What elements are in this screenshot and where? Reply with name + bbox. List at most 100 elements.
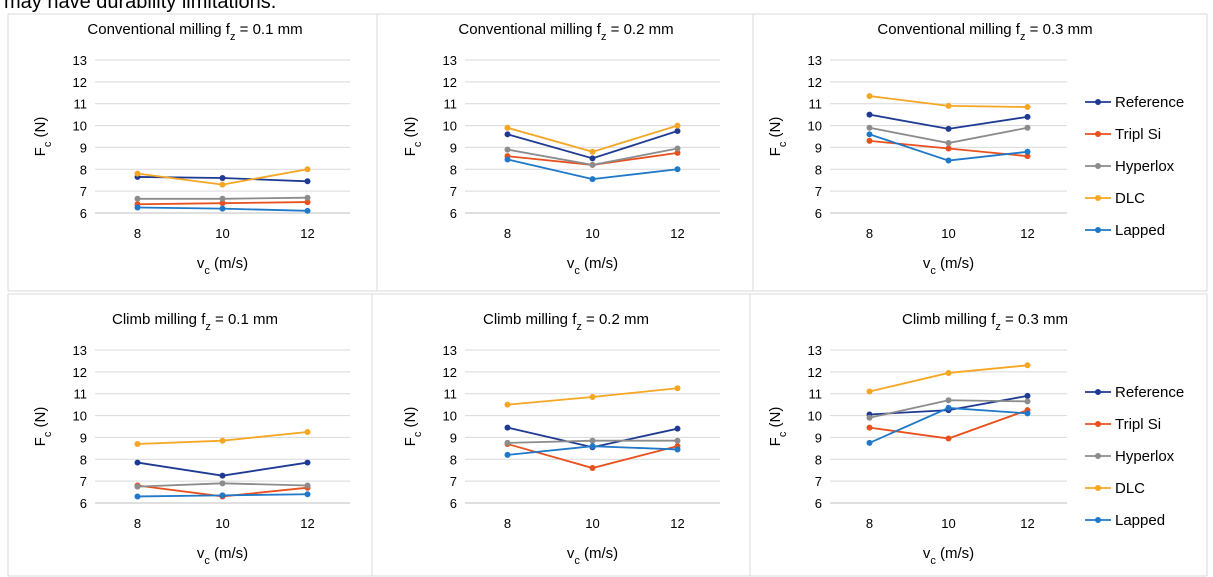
y-axis-label: Fc (N)	[767, 407, 789, 447]
y-tick-label: 9	[450, 140, 457, 155]
y-tick-label: 12	[73, 365, 87, 380]
data-point-lapped	[1024, 148, 1031, 155]
y-tick-label: 11	[74, 97, 88, 112]
data-point-lapped	[589, 176, 596, 183]
data-point-reference	[1024, 113, 1031, 120]
chart-panel: Climb milling fz = 0.1 mm 6 7 8 9 10 11 12 13 8 10…	[32, 311, 350, 567]
data-point-hyperlox	[674, 437, 681, 444]
x-tick-label: 8	[134, 516, 141, 531]
legend-label: Tripl Si	[1115, 126, 1161, 143]
chart-title: Climb milling fz = 0.1 mm	[112, 311, 278, 333]
y-tick-label: 8	[815, 162, 822, 177]
legend-label: Reference	[1115, 384, 1184, 401]
y-tick-label: 10	[808, 409, 822, 424]
data-point-lapped	[866, 131, 873, 138]
chart-panel: Conventional milling fz = 0.3 mm 6 7 8 9 10 11…	[767, 21, 1184, 277]
chart-grid: Conventional milling fz = 0.1 mm 6 7 8 9 10 11…	[32, 21, 1184, 567]
y-tick-label: 10	[808, 119, 822, 134]
legend-entry: Tripl Si	[1085, 416, 1161, 433]
x-tick-label: 8	[866, 516, 873, 531]
data-point-dlc	[945, 369, 952, 376]
data-point-reference	[589, 155, 596, 162]
data-point-lapped	[219, 205, 226, 212]
data-point-dlc	[674, 122, 681, 129]
y-tick-label: 7	[450, 184, 457, 199]
y-tick-label: 6	[815, 496, 822, 511]
data-point-reference	[1024, 392, 1031, 399]
data-point-tripl-si	[674, 149, 681, 156]
legend-swatch-marker	[1095, 227, 1101, 233]
legend-swatch-marker	[1095, 195, 1101, 201]
data-point-lapped	[866, 439, 873, 446]
x-tick-label: 10	[215, 516, 229, 531]
data-point-hyperlox	[219, 195, 226, 202]
y-tick-label: 7	[815, 474, 822, 489]
chart-title: Climb milling fz = 0.2 mm	[483, 311, 649, 333]
data-point-lapped	[504, 156, 511, 163]
x-tick-label: 12	[670, 516, 684, 531]
data-point-reference	[866, 111, 873, 118]
y-tick-label: 9	[815, 140, 822, 155]
y-tick-label: 6	[450, 496, 457, 511]
y-tick-label: 13	[73, 53, 87, 68]
data-point-dlc	[1024, 362, 1031, 369]
data-point-hyperlox	[304, 194, 311, 201]
data-point-hyperlox	[134, 483, 141, 490]
data-point-hyperlox	[1024, 398, 1031, 405]
legend-label: Reference	[1115, 94, 1184, 111]
data-point-dlc	[674, 385, 681, 392]
y-tick-label: 10	[443, 119, 457, 134]
y-tick-label: 9	[450, 430, 457, 445]
data-point-lapped	[504, 451, 511, 458]
x-tick-label: 8	[504, 226, 511, 241]
y-tick-label: 12	[73, 75, 87, 90]
data-point-hyperlox	[304, 482, 311, 489]
data-point-lapped	[945, 404, 952, 411]
data-point-tripl-si	[589, 465, 596, 472]
data-point-dlc	[1024, 103, 1031, 110]
y-axis-label: Fc (N)	[402, 407, 424, 447]
chart-title: Climb milling fz = 0.3 mm	[902, 311, 1068, 333]
x-tick-label: 10	[941, 226, 955, 241]
legend-label: Lapped	[1115, 222, 1165, 239]
data-point-reference	[219, 175, 226, 182]
legend-label: Hyperlox	[1115, 448, 1175, 465]
y-tick-label: 6	[80, 206, 87, 221]
x-tick-label: 12	[300, 226, 314, 241]
data-point-dlc	[589, 148, 596, 155]
y-tick-label: 7	[450, 474, 457, 489]
y-tick-label: 11	[74, 387, 88, 402]
x-axis-label: vc (m/s)	[923, 255, 974, 277]
legend-entry: Hyperlox	[1085, 158, 1175, 175]
legend-entry: DLC	[1085, 480, 1145, 497]
data-point-hyperlox	[504, 439, 511, 446]
x-tick-label: 12	[1020, 516, 1034, 531]
legend-entry: DLC	[1085, 190, 1145, 207]
x-axis-label: vc (m/s)	[197, 545, 248, 567]
legend-label: Tripl Si	[1115, 416, 1161, 433]
data-point-tripl-si	[945, 145, 952, 152]
legend-entry: Lapped	[1085, 512, 1165, 529]
data-point-hyperlox	[674, 145, 681, 152]
legend-swatch-marker	[1095, 485, 1101, 491]
data-point-dlc	[866, 93, 873, 100]
y-tick-label: 12	[443, 365, 457, 380]
data-point-dlc	[219, 437, 226, 444]
data-point-hyperlox	[504, 146, 511, 153]
data-point-lapped	[674, 446, 681, 453]
data-point-lapped	[134, 493, 141, 500]
x-axis-label: vc (m/s)	[567, 545, 618, 567]
data-point-dlc	[866, 388, 873, 395]
data-point-tripl-si	[866, 137, 873, 144]
data-point-hyperlox	[589, 437, 596, 444]
data-point-hyperlox	[866, 414, 873, 421]
y-tick-label: 12	[808, 75, 822, 90]
x-tick-label: 12	[670, 226, 684, 241]
chart-panel: Climb milling fz = 0.3 mm 6 7 8 9 10 11 12 13 8 10…	[767, 311, 1184, 567]
y-tick-label: 13	[73, 343, 87, 358]
y-tick-label: 8	[80, 452, 87, 467]
data-point-dlc	[304, 428, 311, 435]
legend-label: Lapped	[1115, 512, 1165, 529]
y-tick-label: 11	[444, 387, 458, 402]
chart-panel: Conventional milling fz = 0.2 mm 6 7 8 9 10 11…	[402, 21, 720, 277]
